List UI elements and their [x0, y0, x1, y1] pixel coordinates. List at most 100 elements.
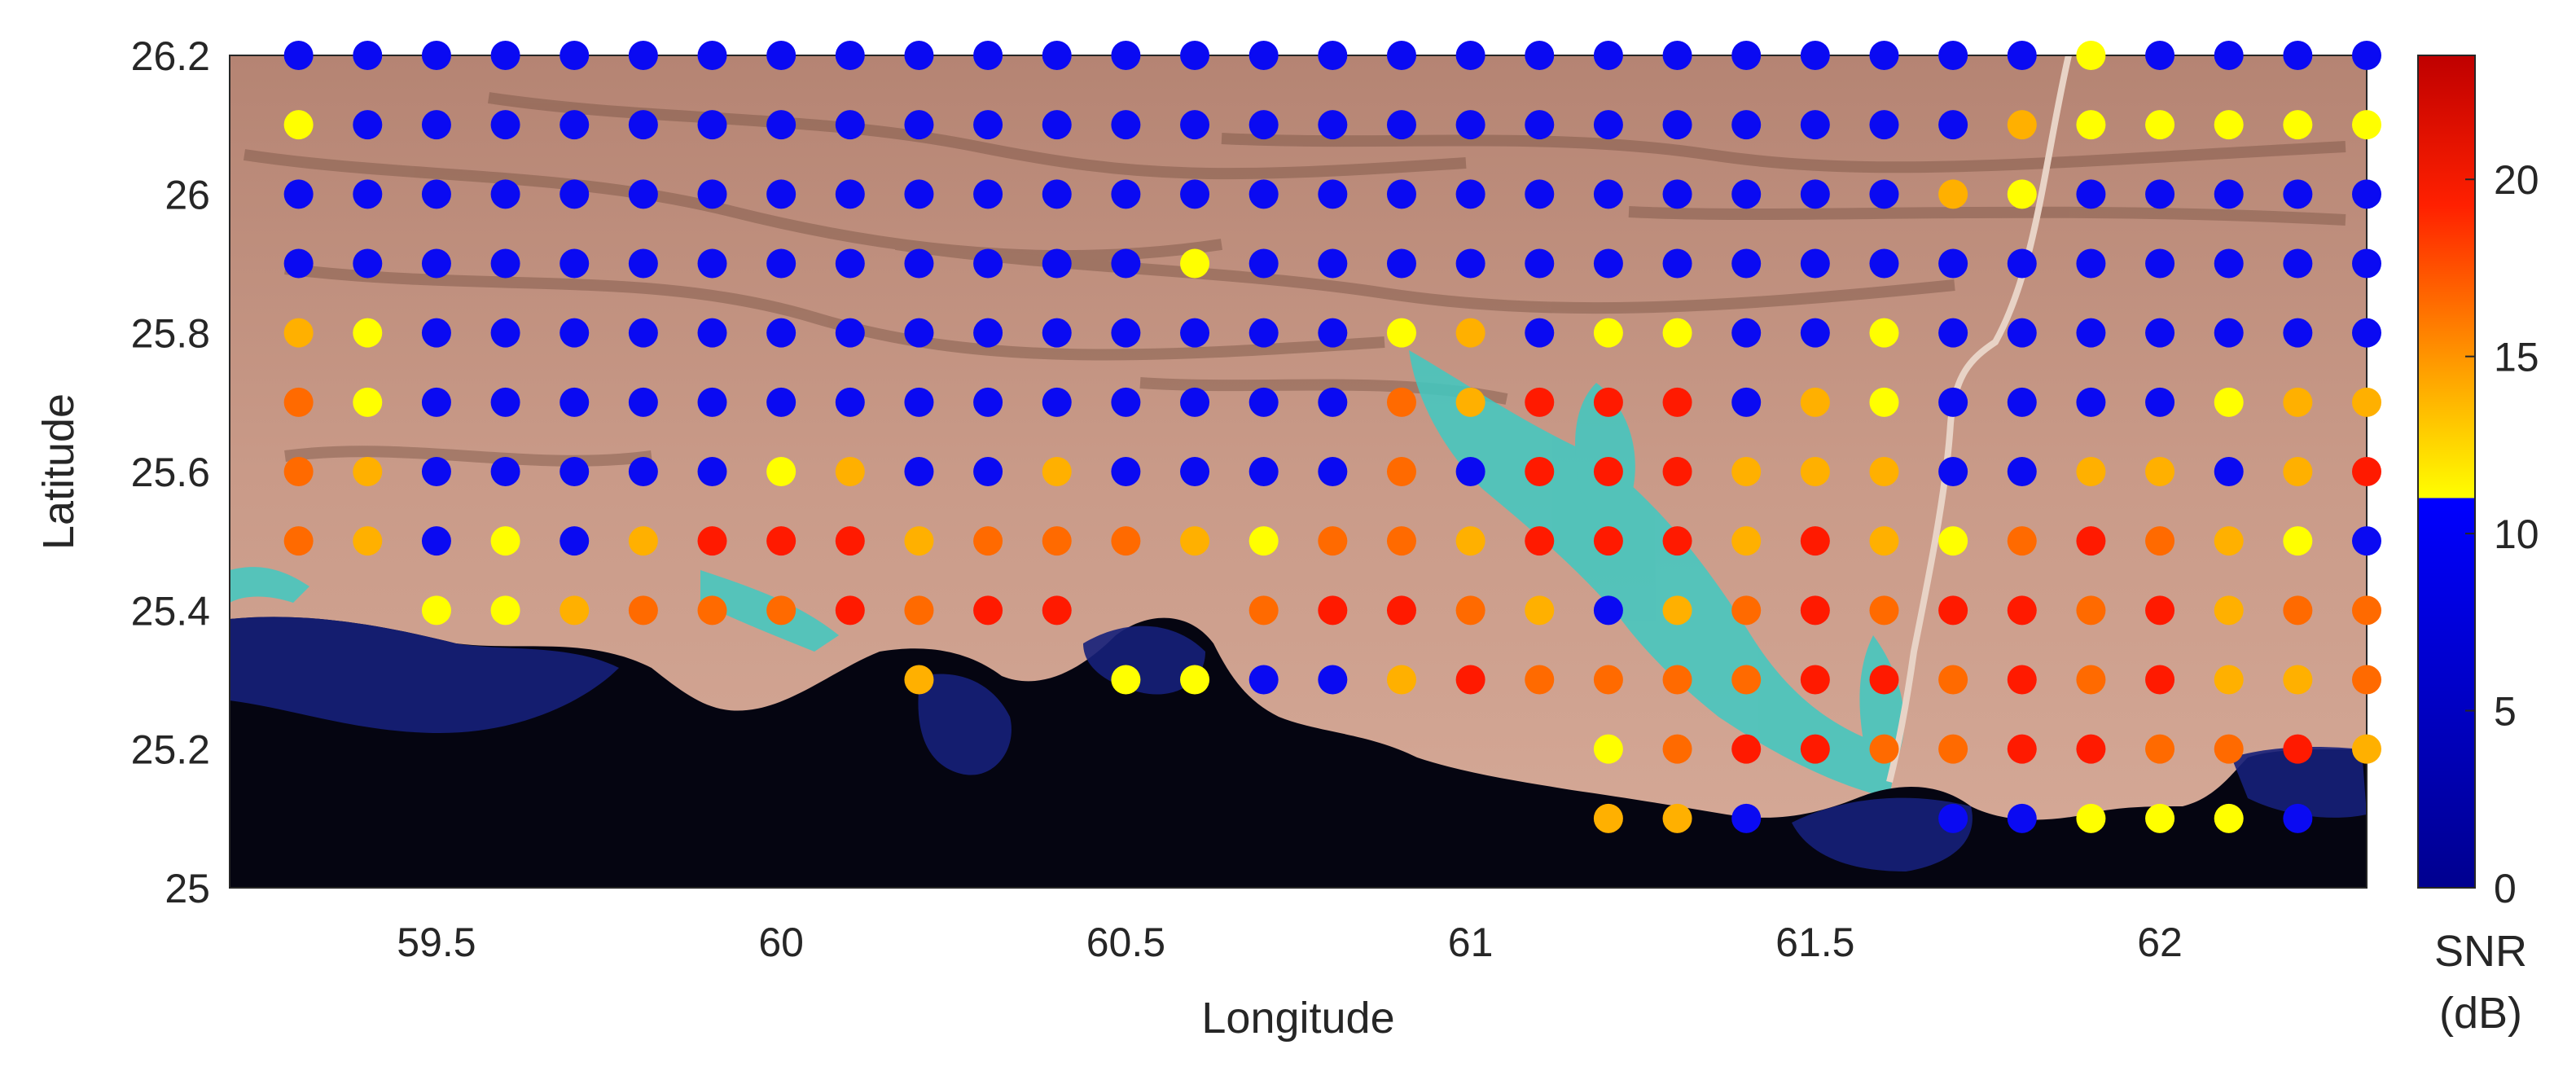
- snr-point: [1800, 318, 1830, 348]
- snr-point: [490, 110, 520, 140]
- colorbar-tick-label: 5: [2494, 689, 2517, 735]
- snr-point: [1662, 41, 1692, 70]
- snr-point: [2076, 387, 2106, 417]
- snr-point: [2145, 665, 2175, 695]
- snr-point: [1318, 665, 1348, 695]
- snr-point: [835, 595, 865, 626]
- snr-point: [628, 41, 658, 70]
- snr-point: [1249, 318, 1279, 348]
- snr-point: [283, 457, 314, 486]
- snr-point: [2283, 248, 2313, 279]
- colorbar: 0 5 10 15 20 SNR (dB): [2417, 55, 2539, 1038]
- snr-point: [2214, 41, 2244, 70]
- snr-point: [2283, 318, 2313, 348]
- snr-point: [1525, 526, 1555, 556]
- snr-point: [1869, 318, 1899, 348]
- snr-point: [1249, 665, 1279, 695]
- snr-point: [1731, 734, 1762, 764]
- snr-point: [421, 248, 451, 279]
- snr-point: [2283, 526, 2313, 556]
- snr-point: [2283, 179, 2313, 209]
- snr-point: [1455, 457, 1485, 486]
- snr-point: [904, 595, 934, 626]
- snr-point: [1455, 387, 1485, 417]
- snr-point: [283, 110, 314, 140]
- snr-point: [766, 387, 796, 417]
- snr-point: [973, 318, 1003, 348]
- snr-point: [1042, 110, 1072, 140]
- snr-point: [1731, 595, 1762, 626]
- colorbar-tick-label: 20: [2494, 157, 2539, 203]
- snr-point: [490, 41, 520, 70]
- snr-point: [1455, 665, 1485, 695]
- snr-point: [2214, 526, 2244, 556]
- snr-point: [1938, 457, 1968, 486]
- snr-point: [973, 387, 1003, 417]
- snr-point: [1525, 248, 1555, 279]
- snr-point: [560, 248, 590, 279]
- snr-point: [904, 110, 934, 140]
- snr-point: [421, 595, 451, 626]
- snr-point: [2145, 110, 2175, 140]
- snr-point: [490, 595, 520, 626]
- x-tick-label: 61.5: [1775, 920, 1854, 965]
- snr-point: [1662, 526, 1692, 556]
- snr-point: [1662, 318, 1692, 348]
- snr-point: [560, 526, 590, 556]
- snr-point: [973, 526, 1003, 556]
- snr-point: [2214, 248, 2244, 279]
- snr-point: [1800, 110, 1830, 140]
- snr-point: [421, 457, 451, 486]
- snr-point: [1662, 803, 1692, 833]
- snr-point: [2214, 387, 2244, 417]
- snr-point: [2007, 41, 2037, 70]
- snr-point: [1386, 665, 1416, 695]
- snr-point: [2007, 387, 2037, 417]
- snr-point: [697, 387, 727, 417]
- snr-point: [2352, 665, 2381, 695]
- snr-point: [697, 318, 727, 348]
- snr-point: [1800, 595, 1830, 626]
- snr-point: [904, 457, 934, 486]
- snr-point: [1731, 457, 1762, 486]
- snr-point: [1111, 665, 1141, 695]
- snr-point: [1938, 595, 1968, 626]
- snr-point: [1525, 457, 1555, 486]
- snr-point: [2214, 318, 2244, 348]
- snr-point: [1180, 526, 1210, 556]
- snr-point: [1525, 41, 1555, 70]
- snr-point: [1525, 387, 1555, 417]
- snr-point: [2007, 803, 2037, 833]
- snr-point: [1318, 387, 1348, 417]
- snr-point: [1662, 734, 1692, 764]
- snr-point: [973, 179, 1003, 209]
- snr-point: [766, 595, 796, 626]
- y-axis-title: Latitude: [34, 393, 83, 550]
- snr-point: [560, 110, 590, 140]
- snr-point: [1042, 457, 1072, 486]
- snr-point: [2076, 803, 2106, 833]
- snr-point: [2145, 595, 2175, 626]
- snr-point: [353, 526, 383, 556]
- snr-point: [1318, 595, 1348, 626]
- snr-point: [1869, 734, 1899, 764]
- snr-point: [2076, 734, 2106, 764]
- snr-point: [1249, 595, 1279, 626]
- snr-point: [697, 179, 727, 209]
- snr-point: [2352, 526, 2381, 556]
- snr-point: [1869, 457, 1899, 486]
- snr-point: [1938, 179, 1968, 209]
- snr-point: [2145, 457, 2175, 486]
- snr-point: [490, 387, 520, 417]
- snr-point: [2214, 457, 2244, 486]
- snr-point: [353, 318, 383, 348]
- snr-point: [1731, 110, 1762, 140]
- snr-point: [1869, 665, 1899, 695]
- snr-point: [2214, 179, 2244, 209]
- snr-point: [1869, 595, 1899, 626]
- y-tick-label: 25: [165, 866, 210, 911]
- snr-point: [1869, 526, 1899, 556]
- snr-point: [2076, 526, 2106, 556]
- snr-point: [1662, 248, 1692, 279]
- snr-point: [2352, 248, 2381, 279]
